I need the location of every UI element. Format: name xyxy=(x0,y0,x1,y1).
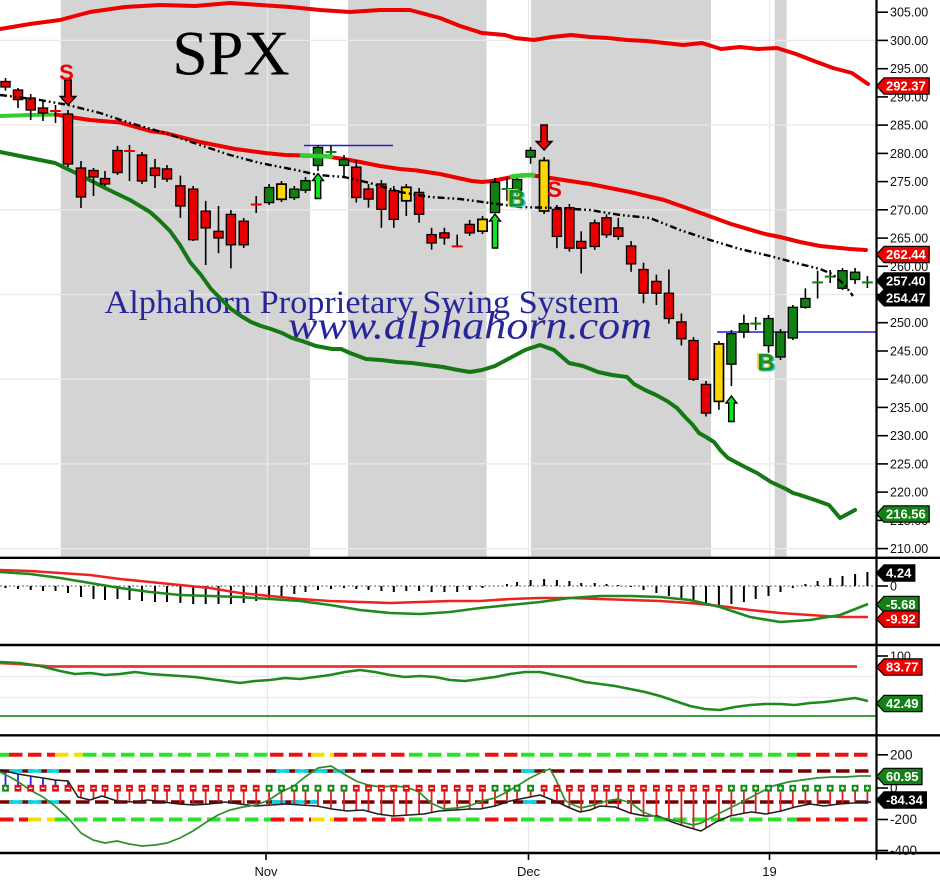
svg-text:S: S xyxy=(547,177,562,202)
svg-text:B: B xyxy=(757,350,774,377)
svg-text:Dec: Dec xyxy=(517,864,541,879)
svg-text:83.77: 83.77 xyxy=(886,660,919,675)
svg-text:292.37: 292.37 xyxy=(886,79,926,94)
svg-text:245.00: 245.00 xyxy=(890,345,928,359)
svg-text:SPX: SPX xyxy=(172,18,289,89)
svg-text:-9.92: -9.92 xyxy=(886,612,916,627)
svg-text:235.00: 235.00 xyxy=(890,401,928,415)
svg-text:B: B xyxy=(508,186,525,213)
svg-text:265.00: 265.00 xyxy=(890,232,928,246)
svg-text:-5.68: -5.68 xyxy=(886,597,916,612)
svg-text:42.49: 42.49 xyxy=(886,696,919,711)
svg-text:19: 19 xyxy=(762,864,776,879)
svg-text:250.00: 250.00 xyxy=(890,316,928,330)
svg-text:S: S xyxy=(59,60,74,85)
svg-text:305.00: 305.00 xyxy=(890,6,928,20)
svg-text:254.47: 254.47 xyxy=(886,290,926,305)
svg-text:262.44: 262.44 xyxy=(886,247,927,262)
svg-text:-200: -200 xyxy=(890,812,917,827)
svg-text:275.00: 275.00 xyxy=(890,175,928,189)
svg-text:225.00: 225.00 xyxy=(890,457,928,471)
svg-text:270.00: 270.00 xyxy=(890,203,928,217)
svg-text:220.00: 220.00 xyxy=(890,486,928,500)
svg-text:0: 0 xyxy=(890,580,897,594)
svg-text:B: B xyxy=(510,187,527,214)
svg-text:0: 0 xyxy=(890,781,898,796)
svg-text:B: B xyxy=(756,348,773,375)
svg-text:295.00: 295.00 xyxy=(890,62,928,76)
svg-text:280.00: 280.00 xyxy=(890,147,928,161)
svg-text:B: B xyxy=(506,184,523,211)
svg-text:Nov: Nov xyxy=(254,864,278,879)
svg-text:210.00: 210.00 xyxy=(890,542,928,556)
svg-text:216.56: 216.56 xyxy=(886,507,926,522)
svg-text:257.40: 257.40 xyxy=(886,274,926,289)
svg-text:Alphahorn Proprietary Swing Sy: Alphahorn Proprietary Swing System xyxy=(105,285,620,321)
svg-text:240.00: 240.00 xyxy=(890,373,928,387)
svg-text:-400: -400 xyxy=(890,843,917,858)
svg-text:-84.34: -84.34 xyxy=(886,793,924,808)
svg-text:300.00: 300.00 xyxy=(890,34,928,48)
svg-text:230.00: 230.00 xyxy=(890,429,928,443)
svg-text:www.alphahorn.com: www.alphahorn.com xyxy=(288,305,652,348)
svg-text:60.95: 60.95 xyxy=(886,769,919,784)
svg-text:4.24: 4.24 xyxy=(886,566,912,581)
svg-text:200: 200 xyxy=(890,747,913,762)
svg-text:285.00: 285.00 xyxy=(890,119,928,133)
svg-text:B: B xyxy=(759,351,776,378)
